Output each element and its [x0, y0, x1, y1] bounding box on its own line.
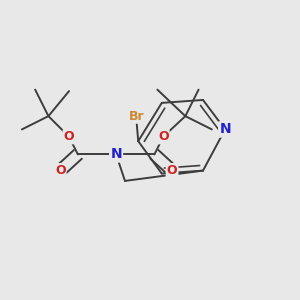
Text: O: O: [55, 164, 65, 177]
Text: O: O: [158, 130, 169, 143]
Text: N: N: [219, 122, 231, 136]
Text: O: O: [167, 164, 177, 177]
Text: O: O: [64, 130, 74, 143]
Text: N: N: [110, 147, 122, 161]
Text: Br: Br: [129, 110, 145, 123]
